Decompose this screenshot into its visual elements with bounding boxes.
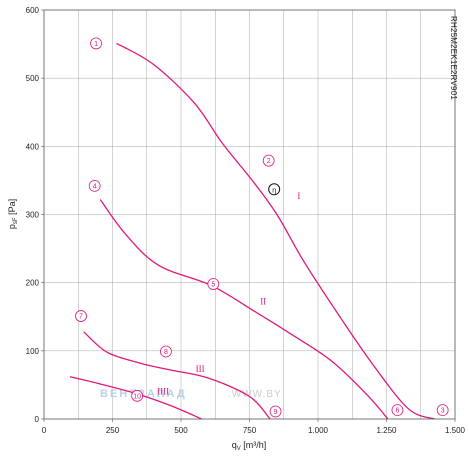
marker-8: 8	[160, 345, 172, 358]
x-axis-label: qV [m³/h]	[232, 440, 267, 452]
y-tick-label: 100	[26, 347, 40, 356]
optimal-point: η	[268, 183, 281, 196]
watermark: ВЕНТЗАПАД .WWW.BY	[100, 388, 282, 400]
marker-label: 1	[94, 41, 98, 48]
marker-circle	[269, 405, 282, 418]
curve-speed-i	[116, 42, 435, 420]
marker-7: 7	[75, 310, 87, 322]
y-tick-label: 500	[26, 74, 40, 83]
marker-label: 7	[79, 314, 83, 321]
marker-circle	[391, 404, 404, 417]
marker-circle	[90, 37, 102, 50]
watermark-text-suffix: .WWW.BY	[228, 389, 282, 400]
x-tick-label: 1.250	[376, 426, 397, 435]
grid-lines	[44, 10, 455, 419]
marker-label: 3	[441, 408, 445, 415]
speed-label: II	[260, 296, 266, 306]
marker-circle	[75, 310, 87, 322]
model-label: RH25M2EK1E2RV901	[449, 16, 458, 100]
x-tick-label: 750	[243, 426, 257, 435]
y-tick-label: 0	[35, 415, 40, 424]
speed-label: III	[196, 364, 205, 374]
marker-6: 6	[391, 404, 404, 417]
marker-circle	[207, 278, 220, 290]
marker-3: 3	[436, 404, 449, 417]
curve-speed-ii	[99, 199, 389, 420]
y-axis-ticks: 0 100 200 300 400 500 600	[26, 6, 44, 424]
marker-label: 2	[267, 158, 271, 165]
marker-circle	[160, 345, 172, 358]
performance-curves	[69, 42, 435, 420]
x-tick-label: 250	[106, 426, 120, 435]
marker-5: 5	[207, 278, 220, 290]
x-tick-label: 0	[42, 426, 47, 435]
y-tick-label: 400	[26, 142, 40, 151]
x-tick-label: 1.500	[445, 426, 466, 435]
curve-markers: 1 2 3 4 5 6 7 8 9 10 η	[75, 37, 449, 418]
optimal-point-circle	[268, 183, 281, 196]
x-axis-ticks: 0 250 500 750 1.000 1.250 1.500	[42, 419, 466, 435]
speed-label: IIII	[157, 386, 169, 396]
marker-4: 4	[88, 179, 101, 192]
y-axis-label: psF [Pa]	[7, 199, 19, 229]
watermark-text-main: ВЕНТЗАПАД	[100, 388, 187, 400]
marker-9: 9	[269, 405, 282, 418]
y-tick-label: 200	[26, 279, 40, 288]
marker-label: 5	[211, 282, 215, 289]
marker-label: 4	[93, 183, 97, 190]
y-tick-label: 300	[26, 211, 40, 220]
marker-label: 8	[164, 349, 168, 356]
x-tick-label: 500	[174, 426, 188, 435]
marker-2: 2	[262, 154, 275, 167]
marker-label: 10	[133, 393, 141, 400]
marker-label: 6	[396, 408, 400, 415]
marker-circle	[88, 179, 101, 192]
optimal-point-label: η	[272, 187, 276, 194]
curve-speed-iii	[83, 331, 271, 420]
marker-label: 9	[274, 409, 278, 416]
y-tick-label: 600	[26, 6, 40, 15]
x-tick-label: 1.000	[308, 426, 329, 435]
marker-1: 1	[90, 37, 102, 50]
marker-10: 10	[131, 389, 144, 402]
marker-circle	[131, 389, 144, 402]
marker-circle	[436, 404, 449, 417]
speed-label: I	[297, 191, 300, 201]
marker-circle	[262, 154, 275, 167]
